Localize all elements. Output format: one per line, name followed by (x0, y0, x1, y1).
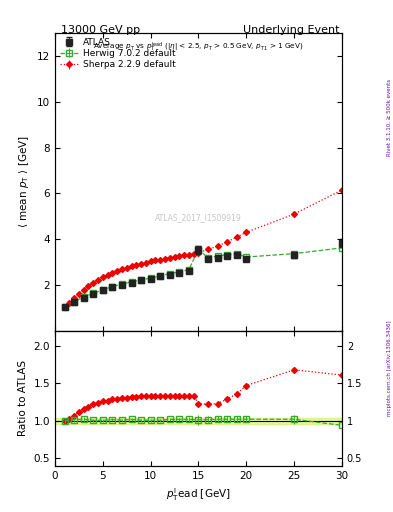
Y-axis label: $\langle$ mean $p_\mathrm{T}$ $\rangle$ [GeV]: $\langle$ mean $p_\mathrm{T}$ $\rangle$ … (17, 136, 31, 228)
Text: Underlying Event: Underlying Event (243, 25, 340, 35)
Y-axis label: Ratio to ATLAS: Ratio to ATLAS (18, 360, 28, 436)
Bar (55, 418, 342, 424)
Text: Average $p_\mathrm{T}$ vs $p_\mathrm{T}^\mathrm{lead}$ ($|\eta|$ < 2.5, $p_\math: Average $p_\mathrm{T}$ vs $p_\mathrm{T}^… (93, 41, 304, 54)
Text: mcplots.cern.ch [arXiv:1306.3436]: mcplots.cern.ch [arXiv:1306.3436] (387, 321, 392, 416)
X-axis label: $p_\mathrm{T}^\mathrm{l}$ead [GeV]: $p_\mathrm{T}^\mathrm{l}$ead [GeV] (166, 486, 231, 503)
Legend: ATLAS, Herwig 7.0.2 default, Sherpa 2.2.9 default: ATLAS, Herwig 7.0.2 default, Sherpa 2.2.… (58, 36, 178, 71)
Text: Rivet 3.1.10, ≥ 500k events: Rivet 3.1.10, ≥ 500k events (387, 79, 392, 156)
Text: ATLAS_2017_I1509919: ATLAS_2017_I1509919 (155, 213, 242, 222)
Text: 13000 GeV pp: 13000 GeV pp (61, 25, 140, 35)
